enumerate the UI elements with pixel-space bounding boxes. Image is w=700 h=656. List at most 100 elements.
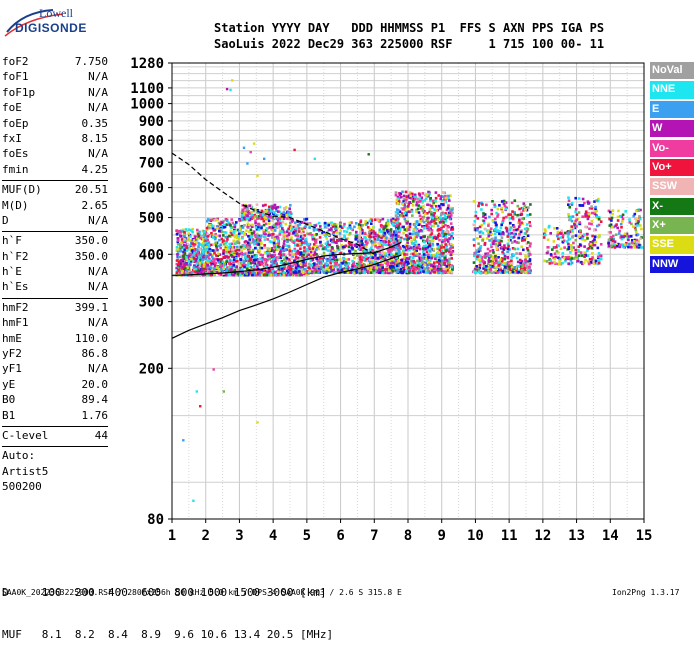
echo-point: [446, 265, 449, 268]
echo-point: [345, 245, 348, 248]
echo-point: [558, 263, 561, 266]
echo-point: [308, 226, 311, 229]
y-tick-label: 500: [139, 211, 164, 227]
echo-point: [358, 248, 361, 251]
echo-point: [318, 222, 321, 225]
echo-point: [634, 213, 637, 216]
echo-point: [422, 205, 425, 208]
echo-point: [359, 231, 362, 234]
echo-point: [365, 246, 368, 249]
echo-point: [381, 226, 384, 229]
echo-point: [448, 226, 451, 229]
echo-point: [510, 232, 513, 235]
echo-point: [267, 255, 270, 258]
echo-point: [490, 213, 493, 216]
echo-point: [474, 272, 477, 275]
echo-point: [593, 229, 596, 232]
echo-point: [249, 251, 252, 254]
echo-point: [434, 200, 437, 203]
echo-point: [432, 200, 435, 203]
echo-point: [575, 219, 578, 222]
echo-point: [374, 258, 377, 261]
echo-point: [219, 223, 222, 226]
echo-point: [550, 259, 553, 262]
echo-point: [438, 205, 441, 208]
echo-point: [442, 221, 445, 224]
echo-point: [578, 235, 581, 238]
echo-point: [210, 266, 213, 269]
echo-point: [600, 258, 603, 261]
echo-point: [305, 238, 308, 241]
echo-point: [310, 251, 313, 254]
echo-point: [496, 271, 499, 274]
echo-point: [506, 256, 509, 259]
echo-point: [351, 247, 354, 250]
echo-point: [527, 241, 530, 244]
echo-point: [334, 223, 337, 226]
echo-point: [567, 256, 570, 259]
echo-point: [260, 226, 263, 229]
echo-point: [482, 260, 485, 263]
echo-point: [414, 196, 417, 199]
echo-point: [474, 220, 477, 223]
echo-point: [218, 239, 221, 242]
echo-point: [329, 244, 332, 247]
echo-point: [419, 214, 422, 217]
echo-point: [243, 224, 246, 227]
echo-point: [488, 239, 491, 242]
echo-point: [261, 254, 264, 257]
echo-point: [583, 262, 586, 265]
echo-point: [322, 271, 325, 274]
echo-point: [434, 271, 437, 274]
echo-point: [529, 225, 532, 228]
echo-point: [570, 244, 573, 247]
echo-point: [430, 257, 433, 260]
echo-point: [396, 221, 399, 224]
echo-point: [388, 233, 391, 236]
echo-point: [332, 252, 335, 255]
echo-point: [405, 249, 408, 252]
echo-point: [180, 260, 183, 263]
echo-point: [270, 264, 273, 267]
echo-point: [326, 263, 329, 266]
echo-point: [232, 264, 235, 267]
echo-point: [437, 229, 440, 232]
echo-point: [597, 247, 600, 250]
echo-point: [314, 252, 317, 255]
echo-point: [505, 227, 508, 230]
echo-point: [360, 221, 363, 224]
echo-point: [353, 257, 356, 260]
y-tick-label: 400: [139, 247, 164, 263]
echo-point: [621, 235, 624, 238]
echo-point: [449, 270, 452, 273]
echo-point: [185, 256, 188, 259]
echo-point: [480, 208, 483, 211]
echo-point: [230, 230, 233, 233]
echo-point: [285, 223, 288, 226]
echo-point: [443, 240, 446, 243]
echo-point: [283, 258, 286, 261]
echo-point: [392, 223, 395, 226]
echo-point: [303, 246, 306, 249]
echo-point: [433, 237, 436, 240]
echo-point: [502, 217, 505, 220]
echo-point: [520, 246, 523, 249]
echo-point: [445, 236, 448, 239]
echo-point: [240, 258, 243, 261]
echo-point: [562, 252, 565, 255]
echo-point: [563, 257, 566, 260]
echo-point: [608, 239, 611, 242]
echo-point: [186, 267, 189, 270]
echo-point: [180, 250, 183, 253]
echo-point: [395, 253, 398, 256]
echo-point: [315, 245, 318, 248]
echo-point: [588, 215, 591, 218]
echo-point: [402, 232, 405, 235]
echo-point: [353, 226, 356, 229]
echo-point: [252, 261, 255, 264]
echo-point: [427, 225, 430, 228]
echo-point: [238, 235, 241, 238]
echo-point: [358, 270, 361, 273]
echo-point: [509, 217, 512, 220]
echo-point: [326, 237, 329, 240]
